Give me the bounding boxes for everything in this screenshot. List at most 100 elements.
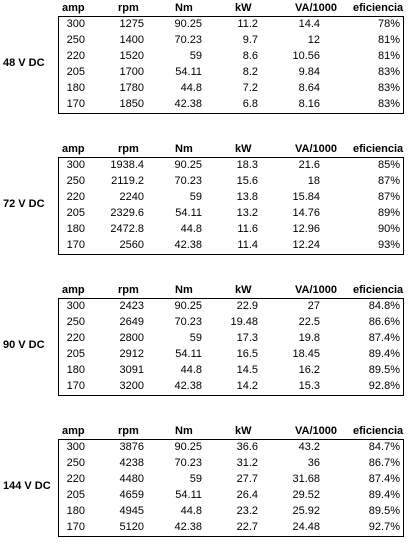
efficiency-cell: 84.7%: [368, 441, 400, 453]
column-header-nm: Nm: [175, 2, 193, 14]
efficiency-cell: 87%: [377, 175, 400, 187]
va-cell: 19.8: [298, 332, 320, 344]
torque-cell: 59: [189, 50, 202, 62]
table-row: 300 2423 90.25 22.9 27 84.8%: [59, 299, 403, 315]
efficiency-cell: 86.7%: [368, 457, 400, 469]
rpm-cell: 2329.6: [110, 207, 144, 219]
kw-cell: 8.6: [242, 50, 258, 62]
column-header-amp: amp: [62, 284, 85, 296]
column-header-kw: kW: [235, 143, 252, 155]
torque-cell: 44.8: [180, 364, 202, 376]
amp-cell: 180: [66, 364, 85, 376]
torque-cell: 70.23: [174, 316, 202, 328]
column-header-efficiency: eficiencia: [353, 2, 404, 14]
rpm-cell: 2912: [119, 348, 144, 360]
rpm-cell: 2560: [119, 239, 144, 251]
voltage-label: 144 V DC: [3, 480, 51, 492]
kw-cell: 31.2: [236, 457, 258, 469]
column-header-rpm: rpm: [118, 143, 139, 155]
rpm-cell: 2119.2: [111, 175, 144, 187]
rpm-cell: 1400: [119, 34, 144, 46]
efficiency-cell: 90%: [377, 223, 400, 235]
torque-cell: 90.25: [174, 300, 202, 312]
amp-cell: 300: [66, 300, 85, 312]
efficiency-cell: 92.7%: [368, 521, 400, 533]
rpm-cell: 1850: [119, 98, 144, 110]
va-cell: 15.3: [298, 380, 320, 392]
torque-cell: 54.11: [175, 489, 202, 501]
rpm-cell: 2472.8: [110, 223, 144, 235]
kw-cell: 7.2: [242, 82, 258, 94]
table-row: 205 1700 54.11 8.2 9.84 83%: [59, 65, 403, 81]
torque-cell: 44.8: [180, 223, 202, 235]
amp-cell: 250: [66, 175, 85, 187]
va-cell: 15.84: [292, 191, 320, 203]
column-header-nm: Nm: [175, 284, 193, 296]
rpm-cell: 1520: [119, 50, 144, 62]
table-row: 180 4945 44.8 23.2 25.92 89.5%: [59, 504, 403, 520]
column-header-efficiency: eficiencia: [353, 284, 404, 296]
va-cell: 8.64: [298, 82, 320, 94]
rpm-cell: 2649: [119, 316, 144, 328]
efficiency-cell: 87.4%: [368, 332, 400, 344]
table-row: 170 2560 42.38 11.4 12.24 93%: [59, 238, 403, 254]
amp-cell: 250: [66, 457, 85, 469]
amp-cell: 220: [66, 332, 85, 344]
column-header-amp: amp: [62, 2, 85, 14]
rpm-cell: 2240: [119, 191, 144, 203]
va-cell: 31.68: [292, 473, 320, 485]
amp-cell: 180: [66, 82, 85, 94]
kw-cell: 14.2: [236, 380, 258, 392]
efficiency-cell: 87%: [377, 191, 400, 203]
torque-cell: 59: [189, 473, 202, 485]
efficiency-cell: 93%: [377, 239, 400, 251]
kw-cell: 13.8: [236, 191, 258, 203]
amp-cell: 170: [66, 380, 85, 392]
efficiency-cell: 89.5%: [368, 364, 400, 376]
rpm-cell: 4238: [119, 457, 144, 469]
torque-cell: 42.38: [174, 239, 202, 251]
va-cell: 14.4: [298, 18, 320, 30]
data-grid: 300 1275 90.25 11.2 14.4 78% 250 1400 70.23 9.7 12…: [58, 16, 404, 114]
amp-cell: 220: [66, 50, 85, 62]
efficiency-cell: 83%: [377, 82, 400, 94]
kw-cell: 9.7: [242, 34, 258, 46]
kw-cell: 26.4: [236, 489, 258, 501]
column-header-amp: amp: [62, 425, 85, 437]
table-block: amp rpm Nm kW VA/1000 eficiencia 48 V DC 300 127…: [0, 2, 408, 116]
table-row: 180 2472.8 44.8 11.6 12.96 90%: [59, 222, 403, 238]
efficiency-cell: 92.8%: [368, 380, 400, 392]
column-header-va: VA/1000: [295, 425, 337, 437]
kw-cell: 13.2: [236, 207, 258, 219]
amp-cell: 250: [66, 34, 85, 46]
column-header-efficiency: eficiencia: [353, 425, 404, 437]
amp-cell: 170: [66, 521, 85, 533]
efficiency-cell: 78%: [377, 18, 400, 30]
column-header-rpm: rpm: [118, 2, 139, 14]
column-header-kw: kW: [235, 284, 252, 296]
amp-cell: 180: [66, 223, 85, 235]
efficiency-cell: 81%: [377, 34, 400, 46]
table-row: 170 3200 42.38 14.2 15.3 92.8%: [59, 379, 403, 395]
kw-cell: 23.2: [236, 505, 258, 517]
kw-cell: 27.7: [236, 473, 258, 485]
column-header-nm: Nm: [175, 143, 193, 155]
table-block: amp rpm Nm kW VA/1000 eficiencia 72 V DC 300 193…: [0, 143, 408, 257]
rpm-cell: 1275: [119, 18, 144, 30]
table-row: 300 1275 90.25 11.2 14.4 78%: [59, 17, 403, 33]
torque-cell: 70.23: [174, 457, 202, 469]
kw-cell: 19.48: [230, 316, 258, 328]
amp-cell: 220: [66, 473, 85, 485]
va-cell: 8.16: [298, 98, 320, 110]
column-header-va: VA/1000: [295, 143, 337, 155]
kw-cell: 8.2: [242, 66, 258, 78]
rpm-cell: 3200: [119, 380, 144, 392]
torque-cell: 42.38: [174, 380, 202, 392]
efficiency-cell: 83%: [377, 98, 400, 110]
efficiency-cell: 89%: [377, 207, 400, 219]
table-row: 170 1850 42.38 6.8 8.16 83%: [59, 97, 403, 113]
amp-cell: 300: [66, 441, 85, 453]
torque-cell: 90.25: [174, 159, 202, 171]
va-cell: 12.96: [292, 223, 320, 235]
kw-cell: 18.3: [236, 159, 258, 171]
